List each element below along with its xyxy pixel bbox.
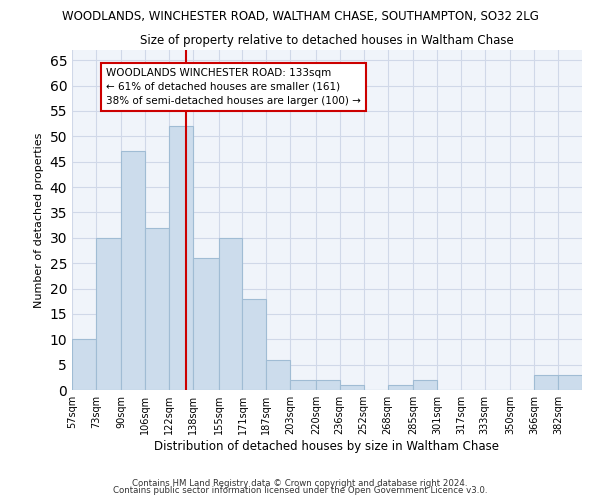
X-axis label: Distribution of detached houses by size in Waltham Chase: Distribution of detached houses by size … — [155, 440, 499, 453]
Text: WOODLANDS WINCHESTER ROAD: 133sqm
← 61% of detached houses are smaller (161)
38%: WOODLANDS WINCHESTER ROAD: 133sqm ← 61% … — [106, 68, 361, 106]
Bar — [388, 385, 413, 390]
Bar — [316, 380, 340, 390]
Bar — [72, 340, 96, 390]
Bar — [96, 238, 121, 390]
Text: Contains HM Land Registry data © Crown copyright and database right 2024.: Contains HM Land Registry data © Crown c… — [132, 478, 468, 488]
Y-axis label: Number of detached properties: Number of detached properties — [34, 132, 44, 308]
Bar — [121, 152, 145, 390]
Title: Size of property relative to detached houses in Waltham Chase: Size of property relative to detached ho… — [140, 34, 514, 48]
Bar — [145, 228, 169, 390]
Text: WOODLANDS, WINCHESTER ROAD, WALTHAM CHASE, SOUTHAMPTON, SO32 2LG: WOODLANDS, WINCHESTER ROAD, WALTHAM CHAS… — [62, 10, 538, 23]
Bar — [290, 380, 316, 390]
Bar — [193, 258, 218, 390]
Bar — [242, 298, 266, 390]
Bar — [340, 385, 364, 390]
Bar — [413, 380, 437, 390]
Bar — [266, 360, 290, 390]
Bar — [534, 375, 558, 390]
Bar — [169, 126, 193, 390]
Bar — [558, 375, 582, 390]
Text: Contains public sector information licensed under the Open Government Licence v3: Contains public sector information licen… — [113, 486, 487, 495]
Bar — [218, 238, 242, 390]
